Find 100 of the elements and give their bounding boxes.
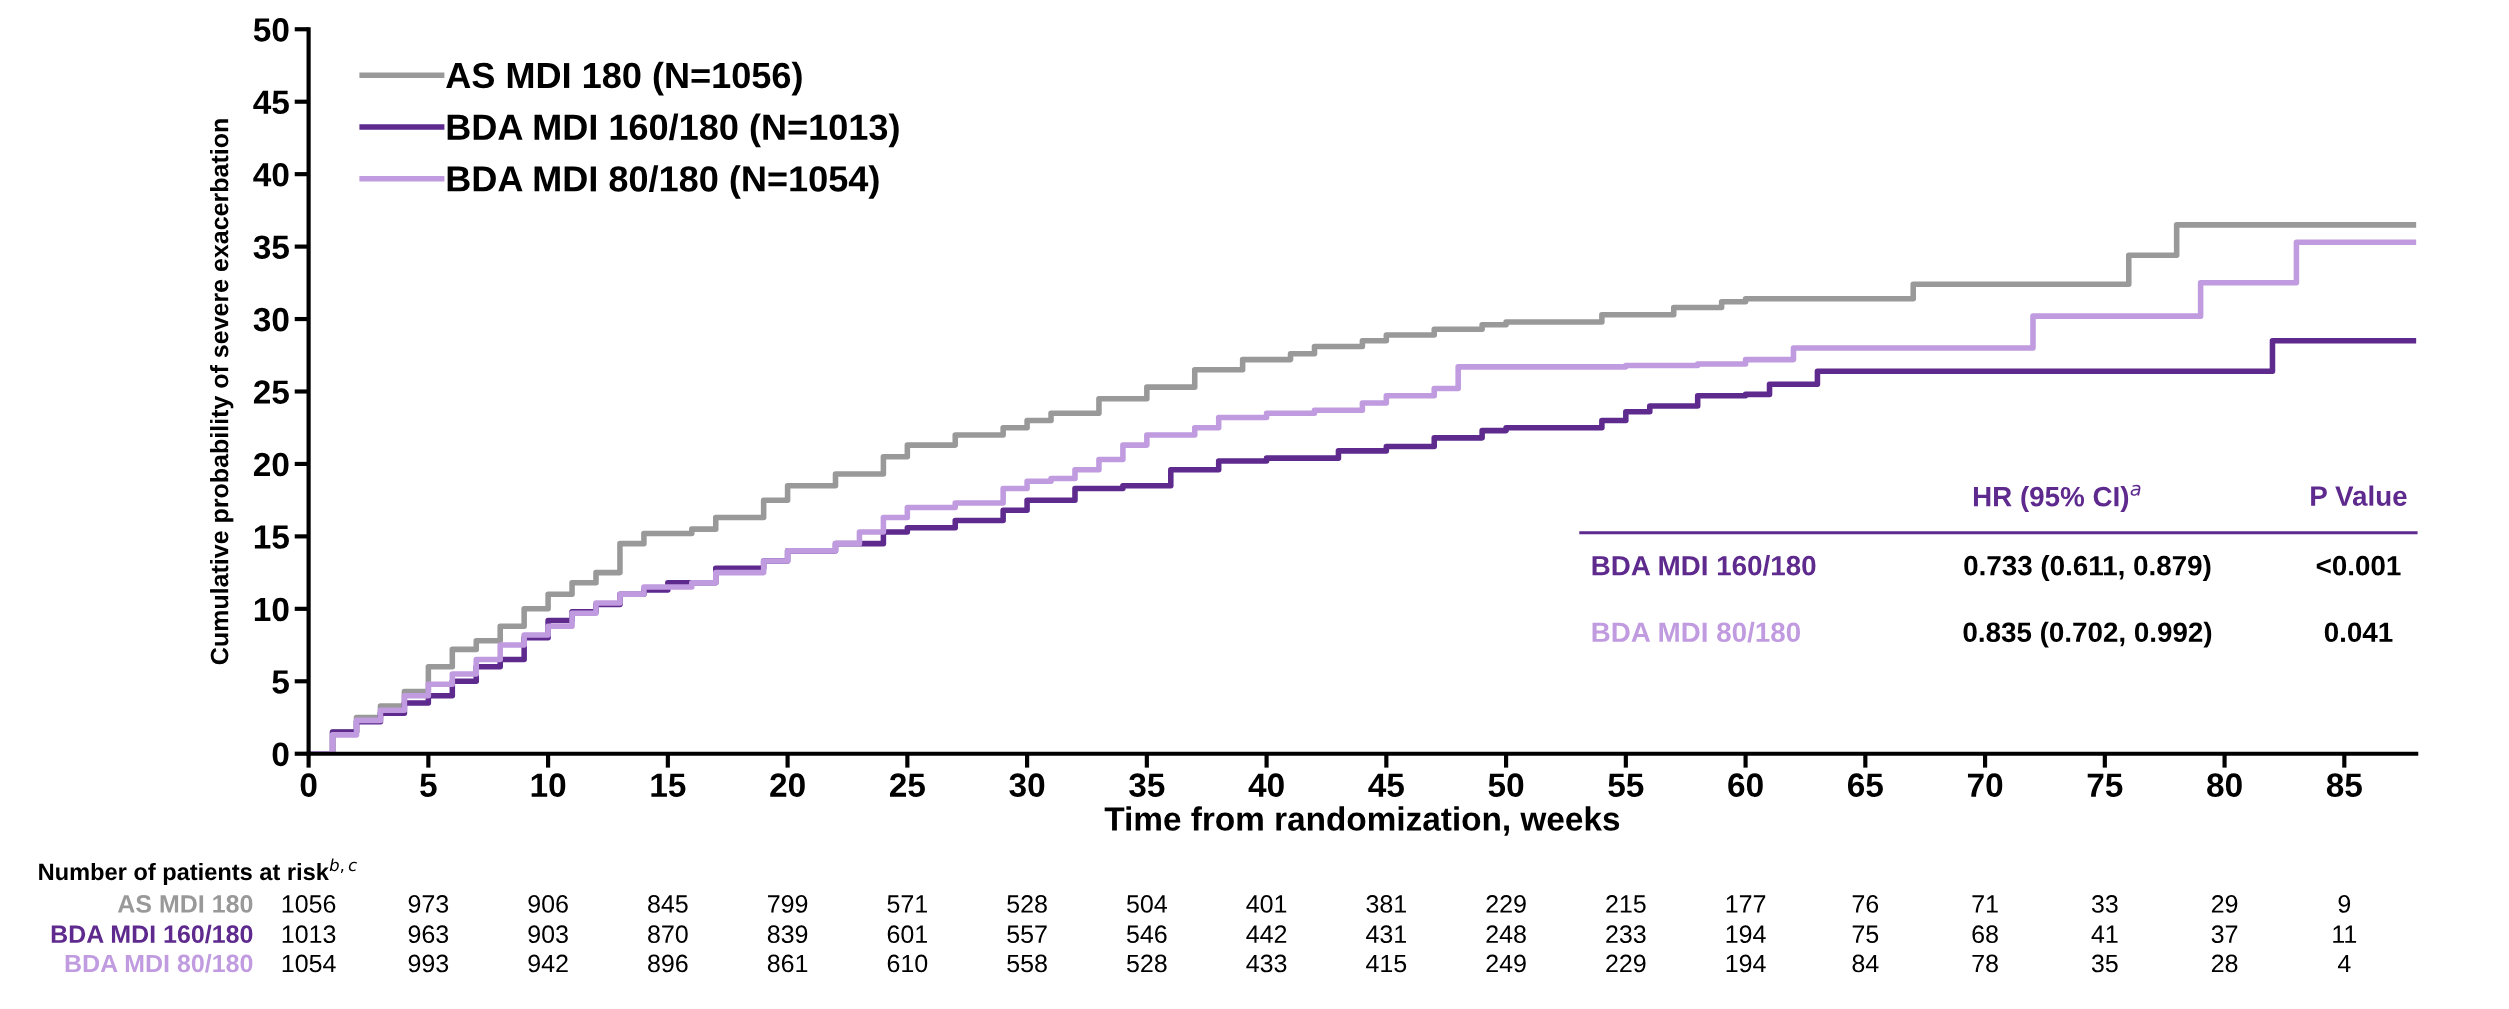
y-tick-label: 50 — [253, 18, 289, 42]
x-tick-label: 65 — [1848, 773, 1883, 797]
text: 903 — [528, 925, 568, 944]
text: 68 — [1972, 925, 1998, 944]
text: BDA MDI 160/180 — [51, 924, 253, 944]
text: 896 — [648, 954, 688, 973]
x-tick-label: 20 — [770, 773, 805, 797]
text: 601 — [887, 925, 927, 944]
x-tick-label: 50 — [1488, 773, 1524, 797]
text: 993 — [408, 954, 449, 973]
text: BDA MDI 80/180 — [65, 953, 253, 973]
y-tick-label: 25 — [253, 380, 289, 404]
y-axis-title: Cumulative probability of severe exacerbation — [210, 119, 234, 665]
text: 194 — [1726, 954, 1766, 973]
text: 610 — [887, 954, 928, 973]
text: 28 — [2211, 954, 2238, 973]
text: 1013 — [282, 925, 336, 944]
text: 839 — [767, 925, 808, 944]
text: 845 — [648, 895, 688, 913]
y-tick-label: 20 — [253, 452, 289, 477]
text: 381 — [1366, 895, 1406, 913]
text: 504 — [1126, 895, 1167, 913]
text: 973 — [408, 895, 449, 913]
y-tick-label: 15 — [254, 525, 289, 549]
y-tick-label: 30 — [253, 307, 289, 332]
annotation: 0.733 (0.611, 0.879) — [1964, 555, 2211, 582]
text: AS MDI 180 — [117, 895, 253, 913]
text: 37 — [2211, 925, 2238, 944]
text: 78 — [1972, 954, 1998, 973]
text: 571 — [887, 895, 927, 913]
legend-label: BDA MDI 80/180 (N=1054) — [447, 165, 879, 199]
text: 799 — [768, 895, 808, 913]
text: 528 — [1007, 895, 1047, 913]
y-tick-label: 40 — [253, 162, 289, 187]
text: 11 — [2333, 925, 2357, 943]
text: 75 — [1852, 925, 1879, 944]
annotation: BDA MDI 160/180 — [1592, 555, 1816, 576]
x-tick-label: 55 — [1608, 773, 1644, 797]
text: 233 — [1606, 925, 1646, 944]
x-axis-title: Time from randomization, weeks — [1104, 806, 1620, 836]
legend-label: AS MDI 180 (N=1056) — [446, 61, 802, 96]
text: 249 — [1486, 954, 1526, 973]
y-tick-label: 45 — [253, 90, 289, 115]
text: 4 — [2337, 954, 2351, 973]
y-tick-label: 35 — [253, 235, 289, 260]
x-tick-label: 10 — [531, 773, 566, 797]
y-tick-label: 10 — [254, 597, 289, 622]
x-tick-label: 30 — [1009, 773, 1045, 797]
text: 194 — [1726, 925, 1766, 944]
x-tick-label: 60 — [1728, 773, 1763, 797]
annotation: <0.001 — [2316, 555, 2401, 576]
annotation: P Value — [2311, 485, 2407, 506]
text: 401 — [1246, 895, 1287, 913]
x-tick-label: 45 — [1368, 773, 1404, 797]
text: 35 — [2091, 954, 2118, 973]
annotation: HR (95% CI)$^{a}$ — [1973, 484, 2141, 512]
text: 870 — [648, 925, 688, 944]
y-tick-label: 0 — [272, 742, 289, 767]
text: 1054 — [282, 954, 336, 973]
text: 215 — [1606, 895, 1646, 913]
text: 229 — [1486, 895, 1526, 913]
text: 558 — [1007, 954, 1047, 973]
x-tick-label: 70 — [1967, 773, 2003, 797]
text: 33 — [2091, 895, 2118, 913]
x-tick-label: 80 — [2207, 773, 2242, 797]
text: 906 — [528, 895, 568, 913]
annotation: 0.835 (0.702, 0.992) — [1963, 621, 2212, 648]
text: 248 — [1486, 925, 1526, 944]
text: 84 — [1852, 954, 1879, 973]
legend-label: BDA MDI 160/180 (N=1013) — [447, 113, 899, 148]
x-tick-label: 40 — [1248, 773, 1284, 797]
text: 942 — [528, 954, 568, 973]
x-tick-label: 85 — [2326, 773, 2362, 797]
text: 76 — [1852, 895, 1879, 913]
text: 1056 — [282, 895, 336, 913]
x-tick-label: 75 — [2087, 773, 2123, 797]
text: 433 — [1246, 954, 1287, 973]
text: 177 — [1726, 895, 1766, 913]
y-tick-label: 5 — [272, 670, 289, 694]
x-tick-label: 25 — [889, 773, 925, 797]
text: 442 — [1246, 925, 1287, 943]
text: 71 — [1972, 895, 1998, 913]
text: 557 — [1007, 925, 1047, 944]
text: 528 — [1126, 954, 1167, 973]
annotation: 0.041 — [2324, 622, 2393, 643]
text: 9 — [2338, 895, 2351, 913]
text: 431 — [1366, 925, 1406, 944]
text: 415 — [1366, 954, 1407, 973]
x-tick-label: 35 — [1129, 773, 1165, 797]
text: 229 — [1606, 954, 1646, 973]
x-tick-label: 0 — [300, 773, 317, 797]
text: 29 — [2211, 895, 2238, 913]
x-tick-label: 5 — [420, 773, 437, 797]
x-tick-label: 15 — [651, 773, 686, 797]
text: 41 — [2091, 925, 2118, 943]
text: Number of patients at risk$^{b,c}$ — [39, 858, 357, 885]
annotation: BDA MDI 80/180 — [1592, 621, 1801, 643]
text: 546 — [1126, 925, 1167, 944]
text: 861 — [767, 954, 808, 973]
text: 963 — [408, 925, 449, 944]
